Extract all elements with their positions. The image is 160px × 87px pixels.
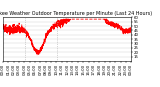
Title: Milwaukee Weather Outdoor Temperature per Minute (Last 24 Hours): Milwaukee Weather Outdoor Temperature pe… <box>0 11 152 16</box>
